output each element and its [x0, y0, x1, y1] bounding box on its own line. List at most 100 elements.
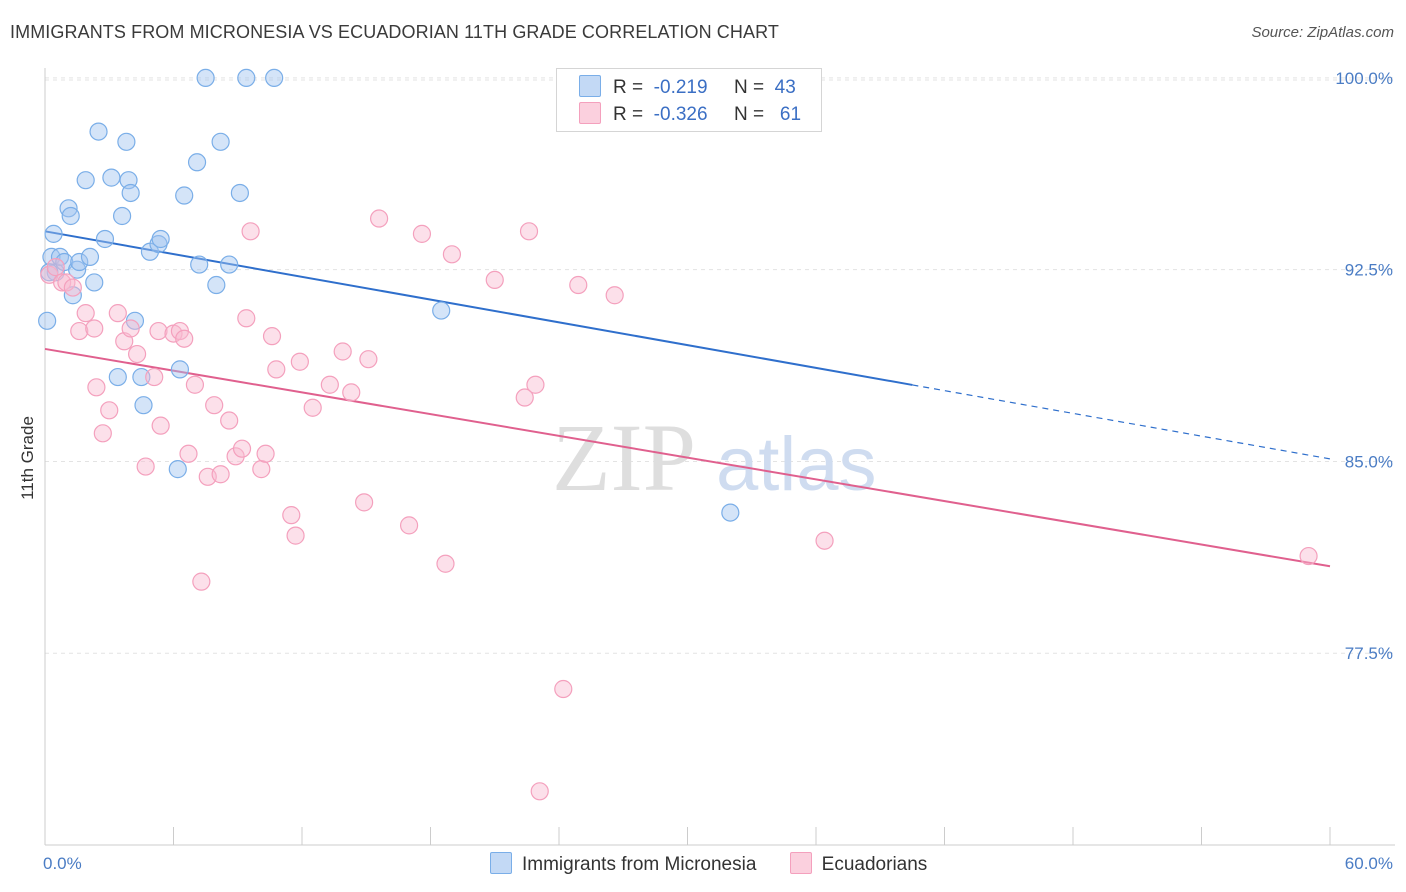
ecuadorian-point	[220, 411, 239, 430]
ecuadorian-point	[93, 424, 112, 443]
y-tick-label: 100.0%	[1335, 69, 1393, 88]
ecuadorian-point	[320, 375, 339, 394]
micronesia-point	[117, 132, 136, 151]
micronesia-point	[151, 229, 170, 249]
micronesia-point	[76, 171, 95, 190]
micronesia-point	[187, 153, 207, 172]
ecuadorian-point	[76, 304, 95, 323]
micronesia-point	[170, 360, 190, 379]
ecuadorian-point	[515, 388, 534, 407]
ecuadorian-point	[342, 383, 361, 402]
micronesia-point	[207, 275, 226, 295]
legend-item-micronesia: Immigrants from Micronesia	[490, 852, 756, 876]
ecuadorian-point	[46, 258, 65, 277]
trend-line-dashed	[912, 384, 1331, 460]
trend-lines	[44, 230, 1331, 568]
micronesia-point	[237, 68, 256, 87]
micronesia-point	[38, 311, 57, 330]
ecuadorian-point	[286, 526, 305, 545]
ecuadorian-point	[355, 493, 374, 512]
micronesia-point	[132, 367, 151, 387]
micronesia-point	[102, 168, 121, 187]
x-tick-labels: 0.0% 60.0%	[43, 854, 1393, 873]
ecuadorian-point	[108, 304, 127, 323]
ecuadorian-point	[127, 344, 147, 364]
micronesia-point	[121, 183, 140, 203]
chart-title: IMMIGRANTS FROM MICRONESIA VS ECUADORIAN…	[10, 22, 779, 42]
ecuadorian-point	[262, 327, 282, 346]
micronesia-point	[95, 229, 115, 249]
legend-row-micronesia: R = -0.219 N = 43	[579, 75, 796, 99]
ecuadorian-point	[412, 224, 432, 243]
ecuadorian-point	[282, 506, 301, 525]
trend-line-solid	[44, 347, 1331, 568]
legend-swatch-blue	[490, 852, 512, 874]
ecuadorian-point	[605, 286, 624, 305]
micronesia-point	[175, 186, 194, 205]
ecuadorian-point	[530, 782, 549, 801]
ecuadorian-point	[232, 439, 252, 458]
ecuadorian-point	[252, 460, 271, 479]
source-label: Source: ZipAtlas.com	[1251, 24, 1394, 41]
ecuadorian-point	[241, 222, 260, 241]
ecuadorian-point	[290, 352, 309, 371]
micronesia-point	[61, 206, 80, 226]
correlation-legend: R = -0.219 N = 43 R = -0.326 N = 61	[556, 68, 822, 132]
ecuadorian-point	[333, 342, 352, 361]
n-value-ecuadorians: 61	[779, 104, 802, 125]
micronesia-point	[70, 252, 89, 272]
legend-row-ecuadorians: R = -0.326 N = 61	[579, 102, 801, 126]
micronesia-point	[108, 367, 127, 387]
ecuadorian-point	[399, 516, 419, 535]
ecuadorian-point	[569, 275, 588, 295]
ecuadorian-point	[151, 416, 170, 435]
micronesia-point	[80, 247, 100, 266]
data-points	[38, 68, 1318, 801]
ecuadorian-point	[70, 321, 89, 341]
legend-item-ecuadorians: Ecuadorians	[789, 852, 927, 876]
r-value-micronesia: -0.219	[653, 77, 708, 98]
watermark: ZIP atlas	[552, 404, 877, 511]
ecuadorian-point	[303, 398, 322, 417]
micronesia-point	[230, 183, 249, 203]
ecuadorian-point	[815, 531, 834, 550]
micronesia-point	[196, 68, 215, 87]
ecuadorian-point	[436, 554, 455, 573]
ecuadorian-point	[121, 319, 140, 338]
ecuadorian-point	[211, 465, 230, 484]
legend-swatch-pink	[579, 102, 601, 124]
micronesia-point	[721, 503, 740, 522]
ecuadorian-point	[136, 457, 155, 476]
micronesia-point	[211, 132, 230, 151]
ecuadorian-point	[205, 396, 224, 415]
micronesia-point	[134, 396, 153, 415]
micronesia-point	[85, 273, 104, 292]
ecuadorian-point	[267, 360, 286, 379]
x-tick-label: 0.0%	[43, 854, 82, 873]
watermark-zip: ZIP	[552, 404, 696, 511]
y-axis-label: 11th Grade	[18, 416, 37, 500]
ecuadorian-point	[526, 375, 545, 394]
micronesia-point	[89, 122, 108, 141]
ecuadorian-point	[53, 273, 72, 292]
micronesia-point	[44, 224, 63, 243]
ecuadorian-point	[359, 350, 378, 369]
r-value-ecuadorians: -0.326	[653, 104, 708, 125]
ecuadorian-point	[485, 270, 504, 290]
watermark-atlas: atlas	[716, 422, 877, 507]
micronesia-point	[265, 68, 284, 87]
ecuadorian-point	[185, 375, 205, 394]
ecuadorian-point	[1299, 546, 1318, 566]
legend-swatch-pink	[789, 852, 812, 874]
ecuadorian-point	[442, 245, 462, 264]
y-tick-label: 92.5%	[1345, 261, 1393, 280]
micronesia-point	[432, 301, 451, 320]
micronesia-point	[190, 255, 209, 274]
ecuadorian-point	[87, 378, 106, 397]
ecuadorian-point	[237, 309, 256, 328]
ecuadorian-point	[149, 321, 168, 341]
ecuadorian-point	[63, 278, 82, 297]
micronesia-point	[168, 460, 187, 479]
ecuadorian-point	[100, 401, 119, 420]
